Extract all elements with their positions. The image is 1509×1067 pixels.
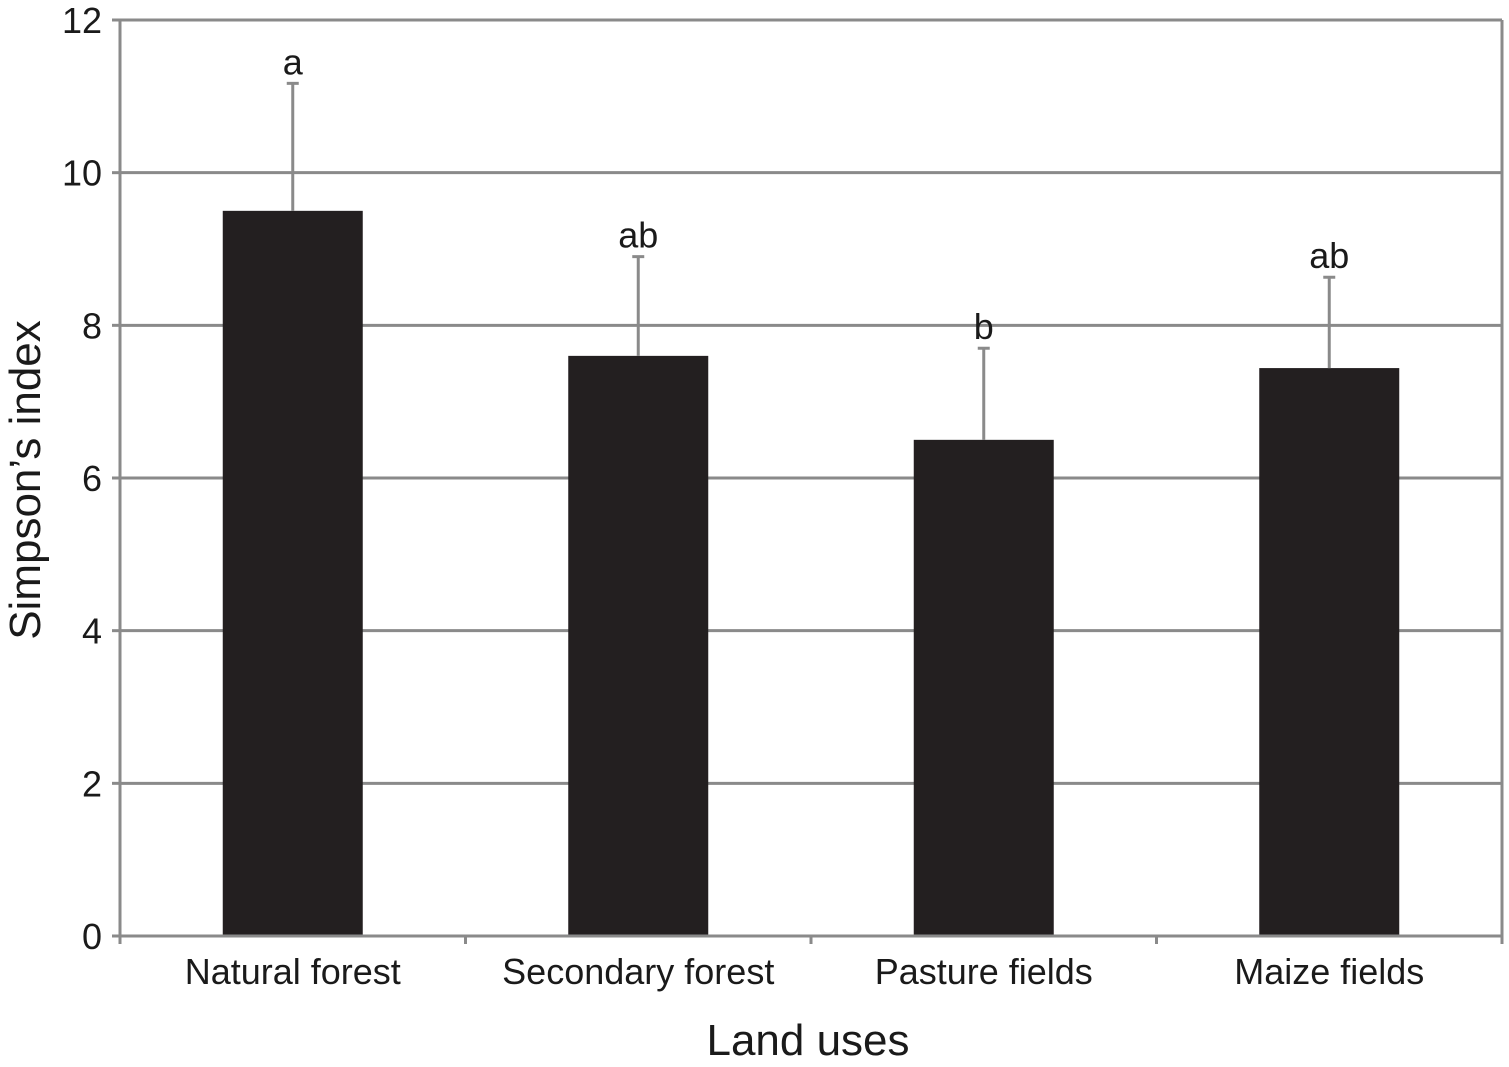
y-tick-label: 0 <box>82 916 102 957</box>
bar <box>913 439 1054 936</box>
y-tick-label: 4 <box>82 611 102 652</box>
x-tick-label: Secondary forest <box>502 951 774 992</box>
y-tick-label: 6 <box>82 458 102 499</box>
bar <box>1259 368 1400 937</box>
x-tick-label: Natural forest <box>185 951 401 992</box>
bar <box>568 355 709 936</box>
x-tick-label: Pasture fields <box>875 951 1093 992</box>
y-tick-label: 8 <box>82 305 102 346</box>
axes <box>112 18 1504 944</box>
bar <box>222 210 363 937</box>
bars <box>222 81 1400 937</box>
x-tick-label: Maize fields <box>1234 951 1424 992</box>
significance-label: ab <box>618 215 658 256</box>
y-axis-title: Simpson’s index <box>1 320 50 640</box>
y-tick-label: 10 <box>62 153 102 194</box>
x-axis-title: Land uses <box>706 1016 909 1065</box>
y-tick-label: 12 <box>62 0 102 41</box>
significance-label: a <box>283 41 304 82</box>
labels: 0 2 4 6 8 10 12 a Natural forest ab Secondary fore… <box>62 0 1424 992</box>
significance-label: ab <box>1309 235 1349 276</box>
significance-label: b <box>974 306 994 347</box>
y-tick-label: 2 <box>82 763 102 804</box>
